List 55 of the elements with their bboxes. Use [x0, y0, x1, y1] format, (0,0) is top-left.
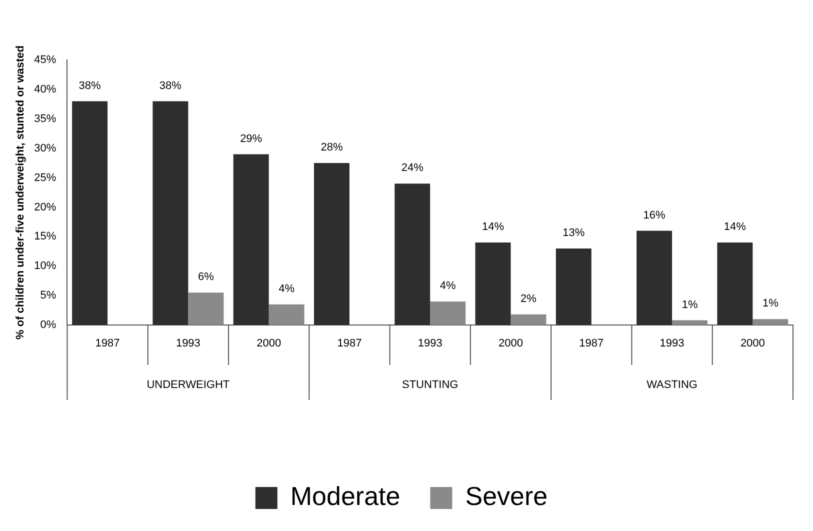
y-tick-label: 30%	[34, 142, 56, 154]
data-label: 38%	[78, 80, 102, 92]
y-tick-label: 20%	[34, 201, 56, 214]
y-tick-label: 5%	[40, 290, 56, 302]
x-tick-label: 1993	[176, 338, 200, 350]
legend-label: Moderate	[290, 481, 400, 512]
legend-label: Severe	[465, 481, 548, 512]
bar	[314, 163, 350, 325]
x-tick-label: 2000	[498, 338, 523, 350]
bar	[672, 320, 708, 325]
bar	[188, 292, 224, 325]
y-tick-label: 40%	[34, 83, 56, 96]
x-tick-label: 1987	[95, 338, 120, 350]
y-axis-title: % of children under-five underweight, stunted or wasted	[14, 46, 27, 340]
bar	[233, 154, 269, 325]
bar	[752, 319, 788, 325]
x-tick-label: 2000	[740, 338, 765, 350]
bar	[636, 230, 672, 325]
bar	[152, 101, 188, 325]
data-label: 24%	[401, 162, 424, 174]
text: WASTING	[646, 379, 698, 392]
data-label: 28%	[320, 142, 343, 154]
y-tick-label: 0%	[40, 319, 56, 332]
y-tick-label: 45%	[34, 54, 56, 66]
data-label: 14%	[482, 221, 504, 234]
bar	[510, 314, 546, 325]
data-label: 38%	[159, 80, 182, 92]
y-tick-label: 25%	[34, 172, 56, 184]
x-tick-label: 1993	[660, 338, 684, 350]
data-label: 14%	[724, 221, 746, 234]
x-tick-label: 2000	[256, 338, 282, 350]
data-label: 1%	[682, 298, 698, 311]
data-label: 16%	[643, 209, 666, 222]
data-label: 29%	[240, 132, 262, 145]
bar	[556, 248, 592, 325]
bar	[268, 304, 304, 325]
y-tick-label: 10%	[34, 260, 56, 272]
bar	[394, 184, 430, 325]
bar	[475, 242, 511, 325]
text: UNDERWEIGHT	[146, 379, 230, 392]
data-label: 4%	[440, 280, 456, 292]
bar	[717, 242, 753, 325]
y-tick-label: 15%	[34, 230, 56, 243]
data-label: 1%	[762, 298, 779, 310]
bar	[430, 301, 466, 325]
bar	[72, 101, 108, 325]
x-tick-label: 1993	[418, 338, 442, 350]
data-label: 13%	[562, 226, 585, 239]
data-label: 2%	[520, 292, 537, 305]
text: STUNTING	[402, 379, 458, 392]
data-label: 6%	[198, 271, 214, 284]
x-tick-label: 1987	[579, 338, 604, 350]
x-tick-label: 1987	[337, 338, 362, 350]
data-label: 4%	[278, 282, 295, 295]
y-tick-label: 35%	[34, 112, 56, 125]
